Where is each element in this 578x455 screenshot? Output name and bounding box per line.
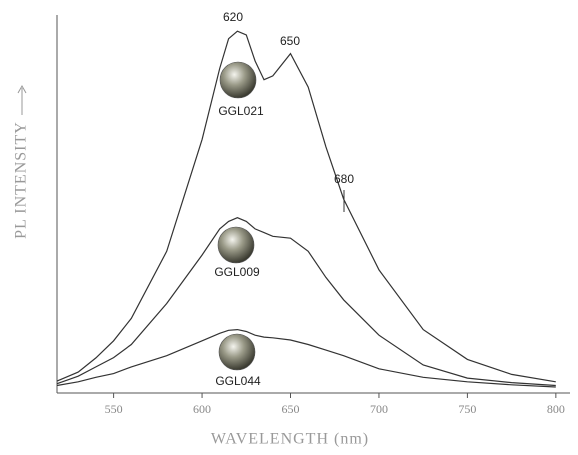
y-axis-label: PL INTENSITY [13,121,30,239]
x-tick-label: 800 [547,402,565,416]
gem-label: GGL009 [214,265,260,279]
gem-label: GGL021 [218,104,264,118]
chart: WAVELENGTH (nm) PL INTENSITY 550 600 650 70… [0,0,578,455]
spectrum-line [57,330,556,387]
peak-annotation: 620 [223,10,243,24]
spectrum-line [57,31,556,382]
x-tick-label: 550 [105,402,123,416]
gem-image [218,227,254,263]
x-tick-label: 750 [458,402,476,416]
gem-image [220,62,256,98]
gem-image [219,334,255,370]
x-tick-label: 700 [370,402,388,416]
x-tick-label: 650 [282,402,300,416]
spectrum-line [57,218,556,386]
x-tick-label: 600 [193,402,211,416]
gem-label: GGL044 [215,374,261,388]
peak-annotation: 680 [334,172,354,186]
x-axis-label: WAVELENGTH (nm) [211,431,369,448]
peak-annotation: 650 [280,34,300,48]
